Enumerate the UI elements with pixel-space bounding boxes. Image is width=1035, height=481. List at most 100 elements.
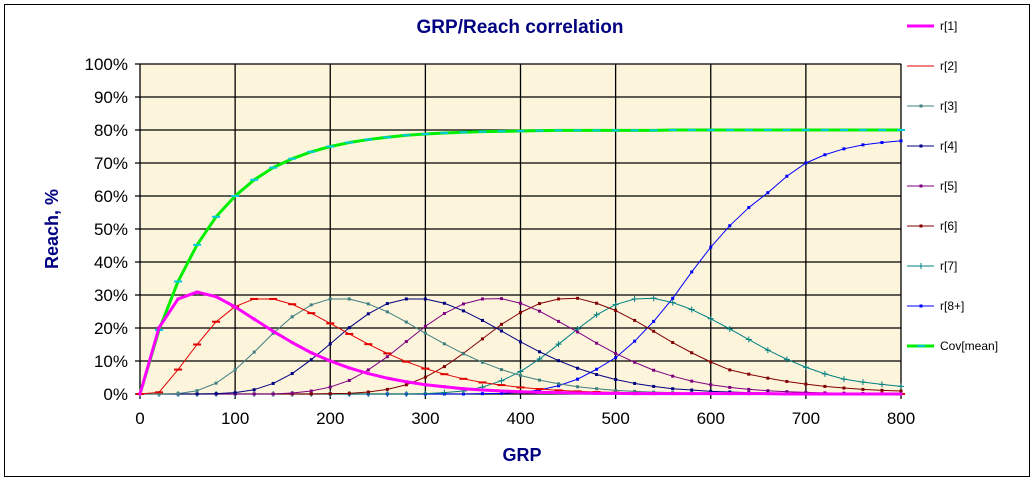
data-point xyxy=(214,295,218,299)
data-point xyxy=(538,378,542,382)
data-point xyxy=(766,389,770,393)
data-point xyxy=(423,383,427,387)
legend-marker xyxy=(919,304,923,308)
data-point xyxy=(747,372,751,376)
data-point xyxy=(498,377,505,384)
data-point xyxy=(461,387,465,391)
data-point xyxy=(385,376,389,380)
legend-label: r[1] xyxy=(940,19,957,33)
data-point xyxy=(688,306,695,313)
data-point xyxy=(576,377,580,381)
data-point xyxy=(423,331,427,335)
data-point xyxy=(138,392,142,396)
data-point xyxy=(271,392,275,396)
legend-label: r[2] xyxy=(940,59,957,73)
data-point xyxy=(233,368,237,372)
data-point xyxy=(595,387,599,391)
data-point xyxy=(880,388,884,392)
y-tick-label: 30% xyxy=(94,286,128,305)
data-point xyxy=(764,347,771,354)
x-tick-label: 800 xyxy=(887,409,915,428)
data-point xyxy=(652,329,656,333)
data-point xyxy=(823,384,827,388)
data-point xyxy=(442,385,446,389)
data-point xyxy=(783,356,790,363)
data-point xyxy=(519,374,522,378)
y-axis-ticks: 0% 10% 20% 30% 40% 50% 60% 70% 80% 90% 100% xyxy=(85,55,128,404)
data-point xyxy=(576,391,580,395)
data-point xyxy=(366,312,370,316)
data-point xyxy=(422,390,429,397)
legend-entry: r[2] xyxy=(907,59,957,73)
data-point xyxy=(671,387,675,391)
data-point xyxy=(690,392,694,396)
data-point xyxy=(709,360,713,364)
data-point xyxy=(309,392,313,396)
data-point xyxy=(403,391,410,397)
data-point xyxy=(442,311,446,315)
data-point xyxy=(728,368,732,372)
legend-entry: r[5] xyxy=(907,179,957,193)
y-tick-label: 90% xyxy=(94,88,128,107)
data-point xyxy=(861,392,865,396)
data-point xyxy=(557,297,561,301)
legend-label: r[3] xyxy=(940,99,957,113)
data-point xyxy=(538,350,542,354)
data-point xyxy=(861,143,865,147)
data-point xyxy=(880,141,884,145)
legend-label: Cov[mean] xyxy=(940,339,998,353)
legend: r[1] r[2] r[3] r[4] r[5] r[6] r[7] r[8+] Cov[mea… xyxy=(907,19,998,353)
data-point xyxy=(709,392,713,396)
data-point xyxy=(633,389,637,393)
data-point xyxy=(747,387,751,391)
data-point xyxy=(899,392,903,396)
data-point xyxy=(290,391,294,395)
series-r-1 xyxy=(138,290,903,396)
data-point xyxy=(271,329,275,333)
data-point xyxy=(538,309,542,313)
data-point xyxy=(442,301,446,305)
data-point xyxy=(614,391,618,395)
data-point xyxy=(804,382,808,386)
legend-entry: Cov[mean] xyxy=(907,339,998,353)
data-point xyxy=(442,342,446,346)
data-point xyxy=(499,297,503,301)
data-point xyxy=(614,377,618,381)
data-point xyxy=(671,392,675,396)
data-point xyxy=(195,389,199,393)
legend-entry: r[1] xyxy=(907,19,957,33)
data-point xyxy=(519,301,522,305)
data-point xyxy=(404,383,408,387)
data-point xyxy=(842,386,846,390)
data-point xyxy=(652,384,656,388)
data-point xyxy=(898,383,904,390)
data-point xyxy=(290,372,294,376)
data-point xyxy=(652,368,656,372)
data-point xyxy=(366,302,370,306)
data-point xyxy=(480,297,484,301)
data-point xyxy=(804,392,808,396)
data-point xyxy=(785,174,789,178)
y-tick-label: 60% xyxy=(94,187,128,206)
data-point xyxy=(802,364,809,371)
data-point xyxy=(404,320,408,324)
data-point xyxy=(517,368,524,375)
chart-title: GRP/Reach correlation xyxy=(417,17,624,38)
data-point xyxy=(690,388,694,392)
data-point xyxy=(899,139,903,143)
x-axis-ticks: 0 100 200 300 400 500 600 700 800 xyxy=(135,409,915,428)
data-point xyxy=(557,391,561,395)
data-point xyxy=(233,305,237,309)
legend-marker xyxy=(919,24,923,28)
y-tick-label: 100% xyxy=(85,55,128,74)
x-tick-label: 700 xyxy=(792,409,820,428)
data-point xyxy=(671,374,675,378)
data-point xyxy=(709,383,713,387)
data-point xyxy=(404,297,408,301)
y-tick-label: 40% xyxy=(94,253,128,272)
data-point xyxy=(690,351,694,355)
legend-entry: r[3] xyxy=(907,99,957,113)
data-point xyxy=(290,315,294,319)
data-point xyxy=(499,368,503,372)
legend-label: r[6] xyxy=(940,219,957,233)
